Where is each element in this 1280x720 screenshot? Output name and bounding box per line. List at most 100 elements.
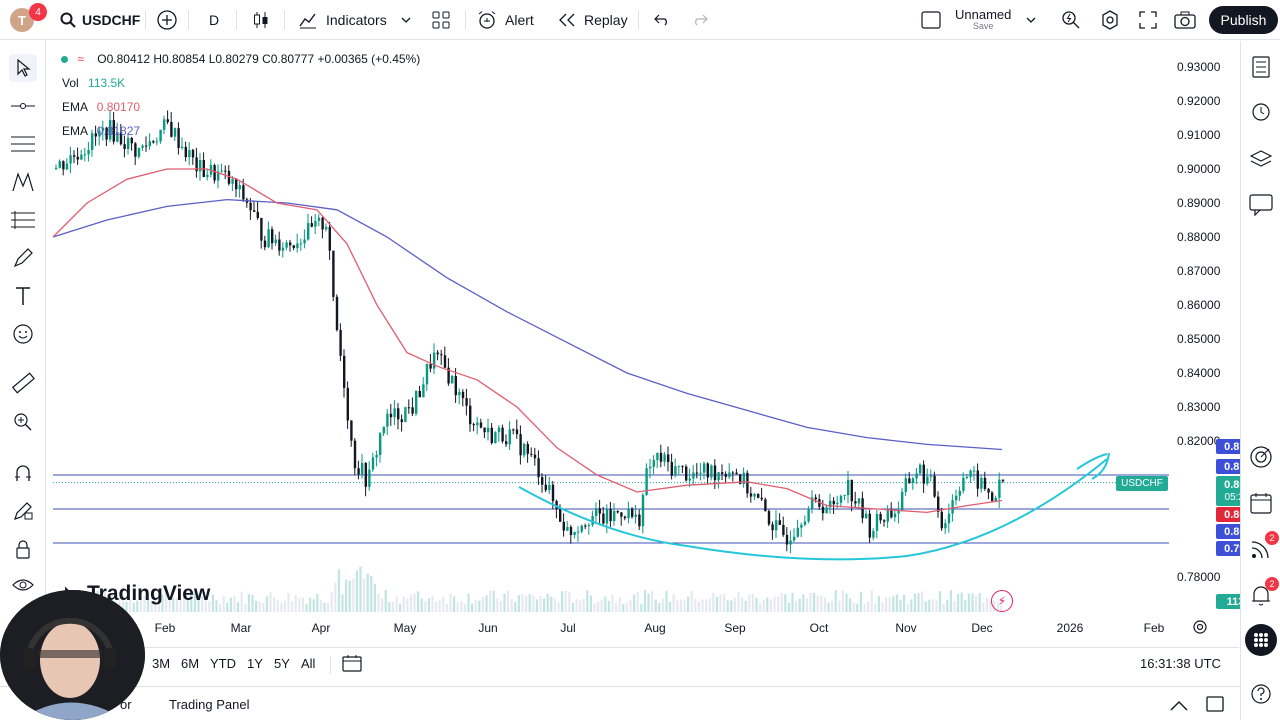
eye-icon xyxy=(12,579,34,591)
range-ytd[interactable]: YTD xyxy=(210,656,236,671)
object-tree-button[interactable] xyxy=(1247,145,1275,173)
news-stream-button[interactable] xyxy=(1247,535,1275,563)
candle-body xyxy=(436,352,439,355)
goto-date-button[interactable] xyxy=(342,654,362,677)
axis-settings-button[interactable] xyxy=(1192,619,1208,640)
collapse-panel-button[interactable] xyxy=(1170,698,1188,716)
compare-button[interactable] xyxy=(156,0,178,40)
volume-bar xyxy=(625,602,628,612)
volume-bar xyxy=(229,597,232,612)
trendline-tool[interactable] xyxy=(9,92,37,120)
indicators-button[interactable]: Indicators xyxy=(298,0,411,40)
calendar-button[interactable] xyxy=(1247,489,1275,517)
volume-bar xyxy=(798,598,801,612)
drawn-arrowhead xyxy=(1076,452,1110,480)
magnet-tool[interactable] xyxy=(9,459,37,487)
panel-tab-partial[interactable]: or xyxy=(120,697,132,712)
smiley-icon xyxy=(13,324,33,344)
layout-menu-button[interactable] xyxy=(1026,0,1036,40)
candle-body xyxy=(771,524,774,531)
interval-button[interactable]: D xyxy=(209,12,220,28)
emoji-tool[interactable] xyxy=(9,320,37,348)
range-1y[interactable]: 1Y xyxy=(247,656,263,671)
settings-button[interactable] xyxy=(1100,0,1120,40)
lightning-icon[interactable]: ⚡ xyxy=(991,590,1013,612)
volume-bar xyxy=(888,597,891,612)
quick-search-button[interactable] xyxy=(1061,0,1081,40)
redo-button[interactable] xyxy=(692,0,708,40)
notifications-button[interactable] xyxy=(1247,581,1275,609)
visibility-tool[interactable] xyxy=(9,571,37,599)
indicators-label: Indicators xyxy=(326,12,387,28)
measure-tool[interactable] xyxy=(9,370,37,398)
candle-body xyxy=(58,161,61,168)
lines-tool[interactable] xyxy=(9,130,37,158)
layout-button[interactable] xyxy=(921,0,941,40)
cursor-tool[interactable] xyxy=(9,54,37,82)
zoom-tool[interactable] xyxy=(9,408,37,436)
volume-bar xyxy=(913,593,916,612)
brush-tool[interactable] xyxy=(9,244,37,272)
lock-tool[interactable] xyxy=(9,535,37,563)
quick-search-icon xyxy=(1062,11,1080,29)
range-3m[interactable]: 3M xyxy=(152,656,171,671)
candle-body xyxy=(548,484,551,491)
drawing-mode-tool[interactable] xyxy=(9,497,37,525)
candle-body xyxy=(123,144,126,149)
layout-name[interactable]: Unnamed Save xyxy=(955,0,1011,40)
volume-bar xyxy=(705,599,708,612)
maximize-panel-button[interactable] xyxy=(1206,696,1224,717)
candle-body xyxy=(163,119,166,130)
volume-bar xyxy=(539,596,542,612)
volume-bar xyxy=(942,603,945,612)
pattern-tool[interactable] xyxy=(9,168,37,196)
ohlc-values: O0.80412 H0.80854 L0.80279 C0.80777 +0.0… xyxy=(97,52,421,66)
fullscreen-button[interactable] xyxy=(1139,0,1157,40)
utc-clock[interactable]: 16:31:38 UTC xyxy=(1140,656,1221,671)
chart-type-button[interactable] xyxy=(252,0,270,40)
products-button[interactable] xyxy=(1245,624,1277,656)
undo-button[interactable] xyxy=(654,0,670,40)
volume-bar xyxy=(215,600,218,612)
range-all[interactable]: All xyxy=(301,656,316,671)
candle-body xyxy=(418,391,421,398)
volume-bar xyxy=(910,599,913,612)
candle-body xyxy=(649,466,652,469)
chart-pane[interactable]: 0.93000 0.92000 0.91000 0.90000 0.89000 0.880… xyxy=(47,41,1272,647)
candle-body xyxy=(278,239,281,251)
volume-bar xyxy=(751,593,754,612)
volume-bar xyxy=(870,590,873,612)
chats-button[interactable] xyxy=(1247,191,1275,219)
candle-body xyxy=(854,501,857,504)
snapshot-button[interactable] xyxy=(1174,0,1196,40)
candle-body xyxy=(832,500,835,505)
trading-panel-tab[interactable]: Trading Panel xyxy=(169,697,250,712)
candle-body xyxy=(238,185,241,190)
volume-bar xyxy=(136,600,139,612)
volume-bar xyxy=(719,594,722,612)
candle-body xyxy=(346,387,349,421)
replay-button[interactable]: Replay xyxy=(558,0,628,40)
candle-body xyxy=(433,352,436,369)
watchlist-button[interactable] xyxy=(1247,53,1275,81)
volume-bar xyxy=(445,603,448,612)
fib-tool[interactable] xyxy=(9,206,37,234)
alert-button[interactable]: Alert xyxy=(477,0,534,40)
help-button[interactable] xyxy=(1247,680,1275,708)
symbol-search[interactable]: USDCHF xyxy=(60,0,140,40)
alerts-clock-button[interactable] xyxy=(1247,97,1275,125)
candle-body xyxy=(519,434,522,456)
fullscreen-icon xyxy=(1139,11,1157,29)
volume-bar xyxy=(885,597,888,612)
volume-bar xyxy=(291,601,294,612)
hotlists-button[interactable] xyxy=(1247,443,1275,471)
text-tool[interactable] xyxy=(9,282,37,310)
candle-body xyxy=(112,120,115,142)
range-6m[interactable]: 6M xyxy=(181,656,200,671)
range-5y[interactable]: 5Y xyxy=(274,656,290,671)
price-chart[interactable]: 0.93000 0.92000 0.91000 0.90000 0.89000 0.880… xyxy=(47,41,1239,647)
publish-button[interactable]: Publish xyxy=(1209,6,1278,34)
templates-button[interactable] xyxy=(432,0,450,40)
candles-icon xyxy=(254,12,268,28)
candle-body xyxy=(371,457,375,470)
